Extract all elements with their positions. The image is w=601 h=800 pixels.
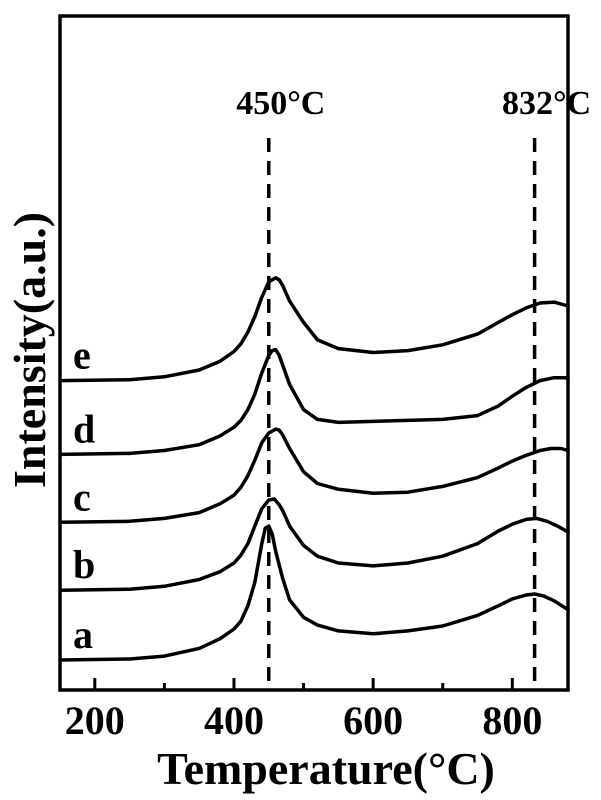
plot-frame [58, 14, 570, 692]
reference-label-832: 832°C [502, 85, 591, 122]
series-line-a [58, 524, 570, 662]
series-line-d [58, 347, 570, 457]
series-label-b: b [73, 542, 95, 587]
plot-area [58, 276, 570, 662]
series-label-d: d [73, 406, 95, 451]
series-line-b [58, 497, 570, 592]
series-line-c [58, 427, 570, 525]
x-axis-ticks: 200 400 600 800 [65, 678, 542, 743]
x-axis-title: Temperature(°C) [157, 743, 495, 794]
series-line-e [58, 276, 570, 383]
series-label-a: a [73, 612, 93, 657]
x-tick-label-800: 800 [482, 698, 542, 743]
series-label-c: c [73, 474, 91, 519]
reference-label-450: 450°C [236, 85, 325, 122]
x-tick-label-200: 200 [65, 698, 125, 743]
x-tick-label-400: 400 [204, 698, 264, 743]
x-tick-label-600: 600 [343, 698, 403, 743]
reference-lines: 450°C 832°C [236, 85, 591, 690]
series-label-e: e [73, 333, 91, 378]
y-axis-title: Intensity(a.u.) [4, 212, 55, 488]
